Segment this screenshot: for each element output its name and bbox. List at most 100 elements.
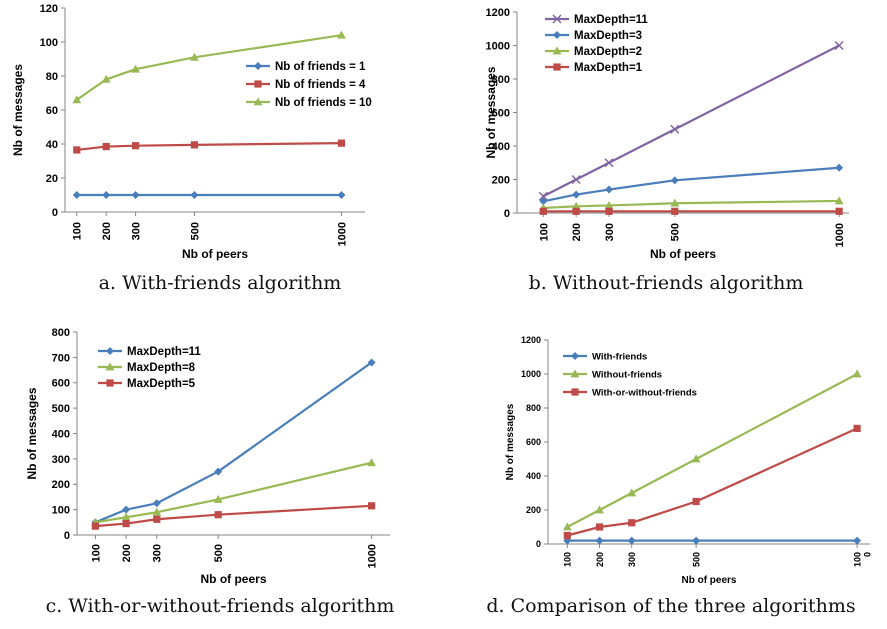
- data-point: [670, 176, 679, 185]
- legend-marker: [106, 347, 114, 355]
- y-tick-label: 1200: [521, 335, 541, 345]
- y-tick-label: 600: [492, 107, 510, 119]
- series-2: [91, 458, 376, 526]
- y-tick-label: 60: [46, 105, 58, 117]
- y-tick-label: 0: [64, 530, 70, 542]
- legend-marker: [571, 352, 579, 360]
- x-tick-label: 100: [90, 544, 102, 562]
- legend-label: MaxDepth=11: [574, 14, 648, 26]
- data-point: [571, 174, 581, 185]
- chart-panel-b: 0 200 400 600 800 1000 1200 100 200 300 500 1000 Nb …: [445, 0, 887, 305]
- y-tick-label: 600: [52, 378, 70, 390]
- legend-label: Nb of friends = 10: [275, 97, 372, 109]
- legend-label: MaxDepth=1: [574, 62, 643, 74]
- data-point: [835, 207, 843, 215]
- x-tick-label: 500: [189, 222, 201, 240]
- data-point: [563, 531, 571, 540]
- legend-marker: [105, 362, 115, 371]
- legend-marker: [570, 369, 580, 378]
- data-point: [337, 191, 346, 199]
- x-tick-label: 300: [152, 544, 164, 562]
- legend-item: MaxDepth=8: [98, 362, 196, 374]
- data-point: [692, 497, 700, 506]
- x-tick-label: 500: [213, 544, 225, 562]
- data-point: [539, 197, 548, 206]
- legend-item: MaxDepth=1: [545, 62, 643, 74]
- data-point: [102, 142, 110, 151]
- x-tick-label: 300: [131, 222, 143, 240]
- legend-label: Nb of friends = 4: [275, 79, 366, 91]
- legend-item: Nb of friends = 4: [246, 79, 366, 91]
- x-tick-label: 100: [852, 552, 862, 567]
- data-point: [131, 191, 140, 199]
- data-point: [692, 536, 701, 545]
- x-axis-title: Nb of peers: [681, 575, 736, 586]
- legend-item: Without-friends: [563, 369, 662, 380]
- x-tick-label: 100: [538, 223, 550, 241]
- legend-label: MaxDepth=5: [127, 378, 196, 390]
- data-point: [337, 139, 346, 147]
- y-tick-label: 200: [526, 505, 541, 515]
- legend-marker: [553, 31, 561, 39]
- x-tick-label: 300: [627, 552, 637, 567]
- data-point: [691, 454, 701, 463]
- data-point: [834, 40, 844, 51]
- legend-item: MaxDepth=11: [545, 14, 648, 26]
- x-tick-label: 200: [101, 222, 113, 240]
- x-tick-label: 200: [571, 223, 583, 241]
- data-point: [538, 191, 548, 201]
- y-tick-label: 0: [52, 207, 58, 219]
- legend-item: With-friends: [563, 351, 647, 362]
- y-tick-label: 800: [492, 74, 510, 86]
- x-tick-label: 0: [862, 552, 872, 557]
- x-axis-title: Nb of peers: [182, 247, 248, 261]
- y-tick-label: 0: [504, 208, 510, 220]
- y-tick-label: 1200: [486, 7, 510, 19]
- y-tick-label: 100: [52, 505, 70, 517]
- legend-item: Nb of friends = 10: [246, 97, 372, 109]
- data-point: [595, 505, 604, 514]
- data-point: [131, 64, 140, 73]
- legend-item: MaxDepth=5: [98, 378, 196, 390]
- x-tick-label: 200: [595, 552, 605, 567]
- series-2: [562, 369, 862, 531]
- x-tick-label: 1000: [834, 223, 846, 247]
- caption-c: c. With-or-without-friends algorithm: [45, 595, 395, 617]
- data-point: [670, 198, 680, 207]
- data-point: [595, 536, 604, 545]
- legend-item: Nb of friends = 1: [246, 61, 366, 73]
- legend-label: Without-friends: [592, 369, 662, 380]
- y-tick-label: 400: [526, 471, 541, 481]
- chart-panel-d: 0 200 400 600 800 1000 1200 100 200 300 500 100 0 Nb …: [455, 322, 887, 629]
- y-axis-title: Nb of messages: [11, 64, 25, 156]
- data-point: [367, 458, 376, 467]
- x-tick-label: 300: [604, 223, 616, 241]
- series-line: [543, 199, 840, 210]
- series-4: [539, 207, 843, 215]
- y-axis-title: Nb of messages: [25, 387, 39, 479]
- data-point: [539, 207, 547, 215]
- data-point: [102, 191, 111, 199]
- y-tick-label: 300: [52, 454, 70, 466]
- data-point: [131, 142, 140, 150]
- y-axis-title: Nb of messages: [505, 403, 516, 480]
- data-point: [604, 200, 614, 209]
- x-tick-label: 500: [691, 552, 701, 567]
- data-point: [73, 146, 81, 154]
- legend-marker: [254, 62, 262, 70]
- series-3: [563, 424, 861, 540]
- legend: Nb of friends = 1 Nb of friends = 4 Nb of …: [246, 61, 372, 109]
- legend: With-friends Without-friends With-or-witho…: [563, 351, 697, 398]
- caption-d: d. Comparison of the three algorithms: [486, 595, 856, 617]
- series-3: [72, 30, 346, 104]
- legend: MaxDepth=11 MaxDepth=3 MaxDepth=2 MaxDepth=…: [545, 14, 648, 74]
- data-point: [572, 207, 580, 215]
- chart-c: 0 100 200 300 400 500 600 700 800 100 200 300 500 100…: [25, 327, 390, 586]
- legend-item: With-or-without-friends: [563, 387, 697, 398]
- legend-label: MaxDepth=8: [127, 362, 196, 374]
- x-axis-title: Nb of peers: [650, 247, 716, 261]
- legend-marker: [253, 97, 263, 106]
- caption-b: b. Without-friends algorithm: [528, 272, 804, 294]
- data-point: [190, 141, 199, 149]
- y-tick-label: 800: [52, 327, 70, 339]
